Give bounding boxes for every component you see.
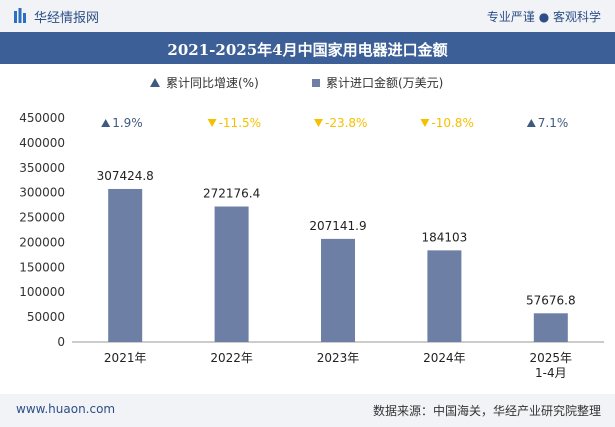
x-tick-label: 2022年 [210,351,253,365]
growth-label: -11.5% [219,116,261,130]
bar-value-label: 272176.4 [203,187,260,201]
legend-triangle-icon [150,78,160,87]
growth-down-triangle [314,119,323,127]
y-tick-label: 150000 [19,260,65,274]
y-tick-label: 50000 [27,310,65,324]
growth-up-triangle [526,119,536,127]
bar-value-label: 307424.8 [97,169,154,183]
legend-value-label: 累计进口金额(万美元) [326,76,444,90]
y-tick-label: 350000 [19,161,65,175]
x-tick-label: 2021年 [104,351,147,365]
slogan: 专业严谨 ● 客观科学 [486,10,601,24]
growth-down-triangle [207,119,217,127]
chart-title: 2021-2025年4月中国家用电器进口金额 [167,41,448,59]
y-tick-label: 100000 [19,285,65,299]
bar [108,188,143,342]
x-tick-label: 2024年 [423,351,466,365]
bar [533,313,568,342]
y-tick-label: 0 [57,335,65,349]
y-tick-label: 300000 [19,186,65,200]
growth-label: 1.9% [112,116,143,130]
growth-down-triangle [420,119,430,127]
y-tick-label: 250000 [19,211,65,225]
bar [321,238,355,342]
title-bar: 2021-2025年4月中国家用电器进口金额 [0,32,615,64]
y-tick-label: 200000 [19,235,65,249]
growth-up-triangle [101,119,111,127]
top-bar: 华经情报网 专业严谨 ● 客观科学 [0,0,615,32]
growth-label: -23.8% [325,116,367,130]
legend-value: 累计进口金额(万美元) [312,74,443,91]
x-tick-label: 1-4月 [535,366,567,380]
y-tick-label: 450000 [19,111,65,125]
x-tick-label: 2025年 [530,351,573,365]
legend-growth-label: 累计同比增速(%) [166,76,259,90]
x-tick-label: 2023年 [317,351,360,365]
y-tick-label: 400000 [19,136,65,150]
logo-icon [14,8,26,23]
bar-value-label: 207141.9 [309,219,366,233]
legend-square-icon [312,78,320,87]
site-url[interactable]: www.huaon.com [16,402,116,416]
data-source: 数据来源：中国海关，华经产业研究院整理 [372,404,601,418]
bar [214,206,249,342]
footer-bar: www.huaon.com 数据来源：中国海关，华经产业研究院整理 [0,394,615,427]
bar [427,250,462,342]
growth-label: 7.1% [538,116,569,130]
bar-value-label: 57676.8 [526,293,576,307]
bar-value-label: 184103 [421,230,467,244]
growth-label: -10.8% [431,116,473,130]
brand-name: 华经情报网 [34,11,100,26]
legend-growth: 累计同比增速(%) [150,74,259,91]
